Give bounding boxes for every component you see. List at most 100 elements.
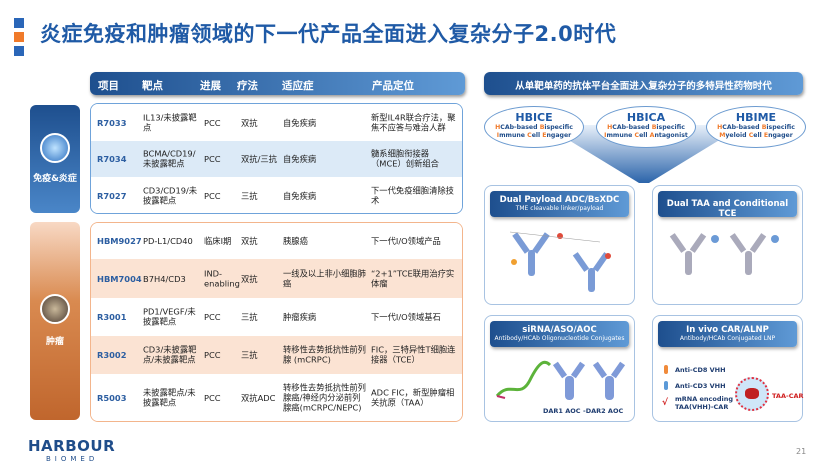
category-label: 肿瘤 [45,337,64,347]
cell-stage: PCC [204,190,221,201]
cd8-vhh-icon [664,365,668,374]
tumor-table: HBM9027 PD-L1/CD40 临床I期 双抗 胰腺癌 下一代I/O领域产品 HBM7… [90,222,463,422]
tech-panel: Dual Payload ADC/BsXDC TME cleavable link… [484,185,635,305]
tech-panel: siRNA/ASO/AOC Antibody/HCAb Oligonucleoti… [484,315,635,422]
cell-therapy: 三抗 [241,190,258,201]
cell-positioning: 下一代免疫细胞清除技术 [371,185,454,206]
cell-positioning: 下一代I/O领域基石 [371,311,441,322]
panel-header: siRNA/ASO/AOC Antibody/HCAb Oligonucleoti… [490,321,629,347]
col-header: 靶点 [142,80,163,92]
cell-indication: 自免疾病 [283,190,317,201]
cell-positioning: 下一代I/O领域产品 [371,235,441,246]
page-number: 21 [796,447,807,456]
adc-diagram [509,231,611,292]
cell-positioning: ADC FIC，新型肿瘤相关抗原（TAA） [371,387,455,408]
cell-target: B7H4/CD3 [143,273,186,284]
platform-hbice: HBICE HCAb-based Bispecific Immune Cell En… [484,106,584,148]
cell-stage: PCC [204,153,221,164]
cell-therapy: 双抗ADC [241,392,276,403]
platform-desc: Immune Cell Engager [496,131,572,139]
cell-therapy: 三抗 [241,311,258,322]
table-row: HBM7004 B7H4/CD3 IND-enabling 双抗 一线及以上非小细胞肺癌… [91,259,462,298]
car-label: Anti-CD8 VHH [675,366,726,374]
cell-id: R7027 [97,190,127,201]
cell-indication: 胰腺癌 [283,235,308,246]
cell-therapy: 双抗 [241,273,258,284]
car-label: Anti-CD3 VHH [675,382,726,390]
cell-id: R7033 [97,117,127,128]
immune-table: R7033 IL13/未披露靶点 PCC 双抗 自免疾病 新型IL4R联合疗法，聚焦不应答… [90,103,463,214]
cell-positioning: FIC，三特异性T细胞连接器（TCE） [371,344,456,365]
platform-desc: Immune Cell Antagonist [604,131,688,139]
cell-target: PD1/VEGF/未披露靶点 [143,306,196,327]
tumor-cell-icon [40,294,70,324]
panel-subtitle: Antibody/HCAb Conjugated LNP [679,335,776,342]
platform-name: HBICE [515,111,553,124]
cell-stage: PCC [204,392,221,403]
bullet-square [14,32,24,42]
cell-positioning: 新型IL4R联合疗法，聚焦不应答与难治人群 [371,112,456,133]
col-header: 产品定位 [372,80,414,92]
cell-target: 未披露靶点/未披露靶点 [143,387,196,408]
cell-therapy: 双抗 [241,117,258,128]
table-row: R3001 PD1/VEGF/未披露靶点 PCC 三抗 肿瘤疾病 下一代I/O领域基石 [91,298,462,336]
cell-target: CD3/未披露靶点/未披露靶点 [143,344,197,365]
cell-indication: 自免疾病 [283,153,317,164]
panel-header: Dual TAA and Conditional TCE [658,191,797,219]
category-immune: 免疫&炎症 [30,105,80,213]
cell-stage: IND-enabling [204,268,240,289]
mrna-icon: √ [662,398,669,408]
panel-title: In vivo CAR/ALNP [686,325,769,335]
category-label: 免疫&炎症 [33,174,77,184]
aoc-label: -DAR2 AOC [583,407,624,415]
cell-therapy: 双抗/三抗 [241,153,277,164]
tech-panel: In vivo CAR/ALNP Antibody/HCAb Conjugated… [652,315,803,422]
cell-id: R3001 [97,311,127,322]
panel-header: In vivo CAR/ALNP Antibody/HCAb Conjugated… [658,321,797,347]
platform-desc: HCAb-based Bispecific [607,124,685,131]
cell-target: IL13/未披露靶点 [143,112,197,133]
funnel-arrow [544,125,744,183]
immune-cell-icon [40,133,70,163]
car-label: TAA-CAR [772,392,804,400]
col-header: 疗法 [237,80,258,92]
table-header: 项目 靶点 进展 疗法 适应症 产品定位 [90,72,465,95]
platform-name: HBICA [626,111,666,124]
bullet-square [14,46,24,56]
cd3-vhh-icon [664,381,668,390]
cell-stage: 临床I期 [204,235,232,246]
cell-id: R5003 [97,392,127,403]
table-row: R5003 未披露靶点/未披露靶点 PCC 双抗ADC 转移性去势抵抗性前列腺癌/神经内… [91,374,462,421]
panel-subtitle: Antibody/HCAb Oligonucleotide Conjugates [494,335,625,342]
cell-target: PD-L1/CD40 [143,235,193,246]
panel-title: Dual Payload ADC/BsXDC [499,195,620,205]
page-title: 炎症免疫和肿瘤领域的下一代产品全面进入复杂分子2.0时代 [40,22,617,46]
car-label: mRNA encoding TAA(VHH)-CAR [675,395,734,411]
platform-desc: Myeloid Cell Engager [719,131,793,139]
table-row: R3002 CD3/未披露靶点/未披露靶点 PCC 三抗 转移性去势抵抗性前列腺 (mC… [91,336,462,374]
cell-target: CD3/CD19/未披露靶点 [143,185,198,206]
cell-therapy: 双抗 [241,235,258,246]
cell-indication: 自免疾病 [283,117,317,128]
cell-stage: PCC [204,349,221,360]
cell-id: HBM7004 [97,273,142,284]
platform-hbica: HBICA HCAb-based Bispecific Immune Cell An… [596,106,696,148]
platform-hbime: HBIME HCAb-based Bispecific Myeloid Cell E… [706,106,806,148]
table-row: R7027 CD3/CD19/未披露靶点 PCC 三抗 自免疾病 下一代免疫细胞清除技术 [91,177,462,213]
cell-indication: 一线及以上非小细胞肺癌 [283,268,366,289]
panel-subtitle: TME cleavable linker/payload [515,205,604,212]
cell-indication: 转移性去势抵抗性前列腺 (mCRPC) [283,344,366,365]
cell-id: HBM9027 [97,235,142,246]
panel-title: Dual TAA and Conditional TCE [666,199,789,219]
cell-positioning: 髓系细胞衔接器（MCE）创新组合 [371,148,439,169]
col-header: 项目 [98,80,119,92]
cell-stage: PCC [204,311,221,322]
aoc-label: DAR1 AOC [543,407,581,415]
aoc-diagram [495,360,625,400]
table-row: HBM9027 PD-L1/CD40 临床I期 双抗 胰腺癌 下一代I/O领域产品 [91,223,462,259]
logo: HARBOUR [28,437,116,455]
logo-sub: BIOMED [46,455,99,463]
platform-name: HBIME [735,111,777,124]
bullet-square [14,18,24,28]
panel-header: Dual Payload ADC/BsXDC TME cleavable link… [490,191,629,217]
